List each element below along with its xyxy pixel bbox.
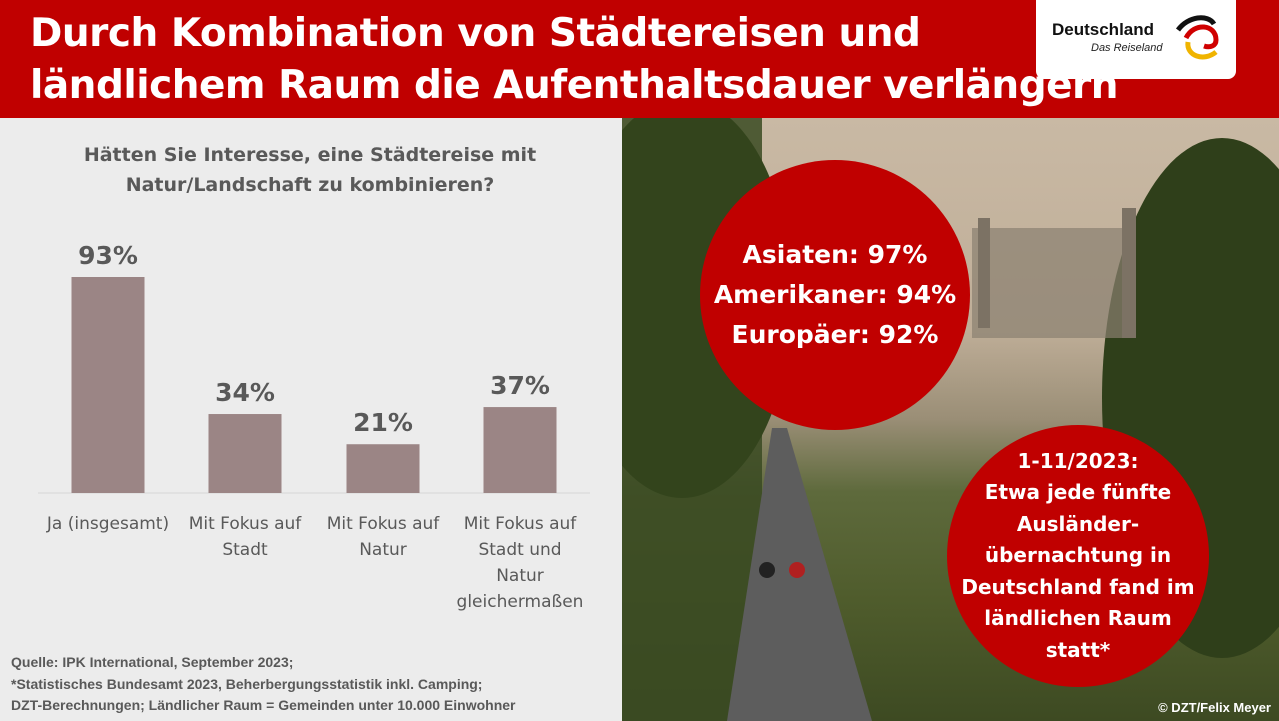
data-label: 37% [490, 371, 550, 400]
data-label: 21% [353, 408, 413, 437]
circle-line: Asiaten: 97% [742, 240, 928, 269]
circle-line: Amerikaner: 94% [713, 280, 957, 309]
chart-title: Hätten Sie Interesse, eine Städtereise m… [40, 140, 580, 200]
circle-line: übernachtung in [984, 543, 1172, 568]
source-line: Quelle: IPK International, September 202… [11, 654, 294, 670]
region-share-circle: Asiaten: 97% Amerikaner: 94% Europäer: 9… [700, 160, 970, 430]
rural-overnight-circle: 1-11/2023: Etwa jede fünfte Ausländer- ü… [947, 425, 1209, 687]
category-label: Ja (insgesamt) [46, 514, 169, 534]
source-line: *Statistisches Bundesamt 2023, Beherberg… [11, 675, 483, 692]
title-line-1: Durch Kombination von Städtereisen und [30, 11, 921, 56]
circle-line: statt* [1045, 637, 1111, 662]
category-label: Mit Fokus auf [464, 514, 578, 534]
bar-chart: 93% Ja (insgesamt) 34% Mit Fokus auf Stadt 21… [38, 241, 590, 612]
deutschland-logo: Deutschland Das Reiseland [1036, 0, 1236, 79]
category-label: Mit Fokus auf [327, 514, 441, 534]
page-title: Durch Kombination von Städtereisen und l… [30, 8, 1119, 112]
bar [71, 277, 145, 493]
data-label: 93% [78, 241, 138, 270]
data-label: 34% [215, 378, 275, 407]
title-line-2: ländlichem Raum die Aufenthaltsdauer ver… [30, 63, 1119, 108]
logo-tagline: Das Reiseland [1091, 42, 1163, 54]
source-line: DZT-Berechnungen; Ländlicher Raum = Geme… [11, 697, 516, 713]
circle-line: ländlichen Raum [984, 606, 1172, 631]
bar [208, 414, 282, 493]
circle-line: Ausländer- [1016, 511, 1140, 536]
category-label: gleichermaßen [457, 592, 584, 612]
bar [346, 444, 420, 493]
chart-title-line: Natur/Landschaft zu kombinieren? [125, 174, 495, 196]
category-label: Natur [496, 566, 544, 586]
header-bar: Durch Kombination von Städtereisen und l… [0, 0, 1279, 118]
circle-line: Deutschland fand im [961, 574, 1195, 599]
circle-line: Europäer: 92% [731, 320, 939, 349]
circle-line: Etwa jede fünfte [984, 480, 1172, 505]
category-label: Mit Fokus auf [189, 514, 303, 534]
chart-title-line: Hätten Sie Interesse, eine Städtereise m… [83, 144, 537, 166]
category-label: Natur [359, 540, 407, 560]
photo-credit: © DZT/Felix Meyer [1158, 700, 1271, 715]
logo-name: Deutschland [1052, 20, 1155, 39]
category-label: Stadt und [478, 540, 561, 560]
circle-line: 1-11/2023: [1017, 448, 1139, 473]
bar [483, 407, 557, 493]
logo-swirl-icon [1175, 15, 1219, 60]
sources-note: Quelle: IPK International, September 202… [11, 652, 516, 717]
category-label: Stadt [222, 540, 268, 560]
